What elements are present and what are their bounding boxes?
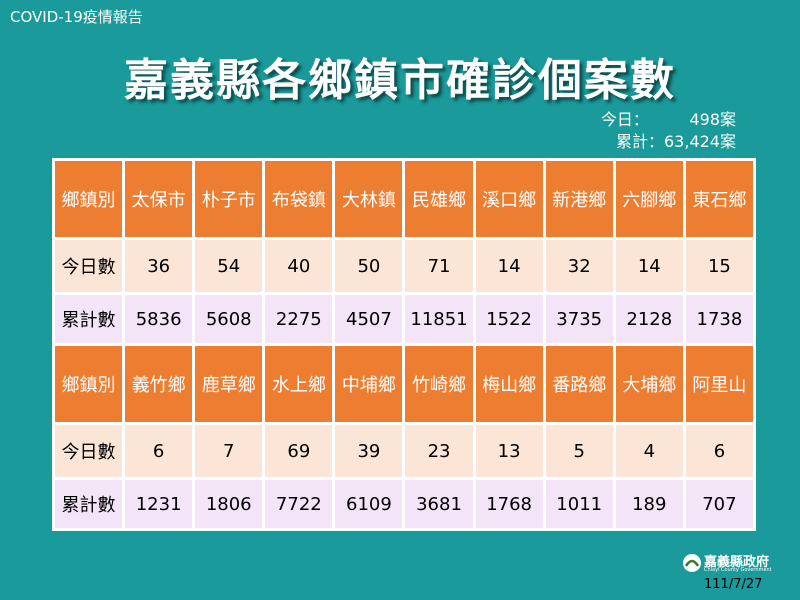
cell: 6 <box>682 422 757 480</box>
cell: 1522 <box>472 292 546 346</box>
cell: 梅山鄉 <box>472 343 546 425</box>
cell: 5 <box>542 422 616 480</box>
cell: 鄉鎮別 <box>51 343 126 425</box>
date: 111/7/27 <box>704 577 763 592</box>
cell: 14 <box>612 237 686 295</box>
cell: 7 <box>192 422 266 480</box>
cell: 1768 <box>472 477 546 531</box>
cell: 今日數 <box>51 237 126 295</box>
cell: 朴子市 <box>192 158 266 240</box>
total-label: 累計： <box>615 132 664 151</box>
cell: 3735 <box>542 292 616 346</box>
cell: 今日數 <box>51 422 126 480</box>
report-tag: COVID-19疫情報告 <box>10 8 143 26</box>
total-row: 累計數 1231 1806 7722 6109 3681 1768 1011 189 707 <box>51 477 757 531</box>
cell: 50 <box>332 237 406 295</box>
today-row: 今日數 6 7 69 39 23 13 5 4 6 <box>51 422 757 480</box>
org-name: 嘉義縣政府 <box>704 555 770 570</box>
cell: 竹崎鄉 <box>402 343 476 425</box>
cell: 累計數 <box>51 477 126 531</box>
cell: 5608 <box>192 292 266 346</box>
today-summary: 今日： 498案 <box>601 106 736 130</box>
today-label: 今日： <box>600 110 649 129</box>
today-row: 今日數 36 54 40 50 71 14 32 14 15 <box>51 237 757 295</box>
today-value: 498案 <box>689 110 736 129</box>
cell: 707 <box>682 477 757 531</box>
logo-icon <box>683 554 701 572</box>
cell: 中埔鄉 <box>332 343 406 425</box>
cell: 民雄鄉 <box>402 158 476 240</box>
cell: 40 <box>262 237 336 295</box>
header-row: 鄉鎮別 義竹鄉 鹿草鄉 水上鄉 中埔鄉 竹崎鄉 梅山鄉 番路鄉 大埔鄉 阿里山 <box>51 343 757 425</box>
cell: 39 <box>332 422 406 480</box>
cell: 71 <box>402 237 476 295</box>
cell: 鄉鎮別 <box>51 158 126 240</box>
logo-circle <box>683 554 701 572</box>
cell: 義竹鄉 <box>122 343 196 425</box>
cell: 3681 <box>402 477 476 531</box>
cell: 6109 <box>332 477 406 531</box>
cell: 六腳鄉 <box>612 158 686 240</box>
cell: 189 <box>612 477 686 531</box>
cell: 36 <box>122 237 196 295</box>
cell: 溪口鄉 <box>472 158 546 240</box>
logo-mark <box>684 559 700 567</box>
cell: 阿里山 <box>682 343 757 425</box>
cell: 鹿草鄉 <box>192 343 266 425</box>
total-row: 累計數 5836 5608 2275 4507 11851 1522 3735 2128 1738 <box>51 292 757 346</box>
cell: 6 <box>122 422 196 480</box>
cell: 1738 <box>682 292 757 346</box>
cell: 15 <box>682 237 757 295</box>
cell: 7722 <box>262 477 336 531</box>
cell: 東石鄉 <box>682 158 757 240</box>
cell: 累計數 <box>51 292 126 346</box>
cell: 1231 <box>122 477 196 531</box>
cell: 4507 <box>332 292 406 346</box>
total-summary: 累計：63,424案 <box>616 128 736 152</box>
org-name-en: Chiayi County Government <box>704 567 772 573</box>
cell: 23 <box>402 422 476 480</box>
cell: 13 <box>472 422 546 480</box>
cell: 布袋鎮 <box>262 158 336 240</box>
cell: 69 <box>262 422 336 480</box>
cell: 32 <box>542 237 616 295</box>
cell: 番路鄉 <box>542 343 616 425</box>
header-row: 鄉鎮別 太保市 朴子市 布袋鎮 大林鎮 民雄鄉 溪口鄉 新港鄉 六腳鄉 東石鄉 <box>51 158 757 240</box>
cell: 2275 <box>262 292 336 346</box>
cell: 4 <box>612 422 686 480</box>
cell: 新港鄉 <box>542 158 616 240</box>
cell: 水上鄉 <box>262 343 336 425</box>
title: 嘉義縣各鄉鎮市確診個案數 <box>124 55 676 106</box>
case-table: 鄉鎮別 太保市 朴子市 布袋鎮 大林鎮 民雄鄉 溪口鄉 新港鄉 六腳鄉 東石鄉 今日數 36 54 40 5… <box>51 158 757 531</box>
cell: 11851 <box>402 292 476 346</box>
cell: 1806 <box>192 477 266 531</box>
cell: 1011 <box>542 477 616 531</box>
cell: 大埔鄉 <box>612 343 686 425</box>
cell: 54 <box>192 237 266 295</box>
total-value: 63,424案 <box>664 132 736 151</box>
cell: 太保市 <box>122 158 196 240</box>
cell: 大林鎮 <box>332 158 406 240</box>
cell: 14 <box>472 237 546 295</box>
cell: 2128 <box>612 292 686 346</box>
cell: 5836 <box>122 292 196 346</box>
